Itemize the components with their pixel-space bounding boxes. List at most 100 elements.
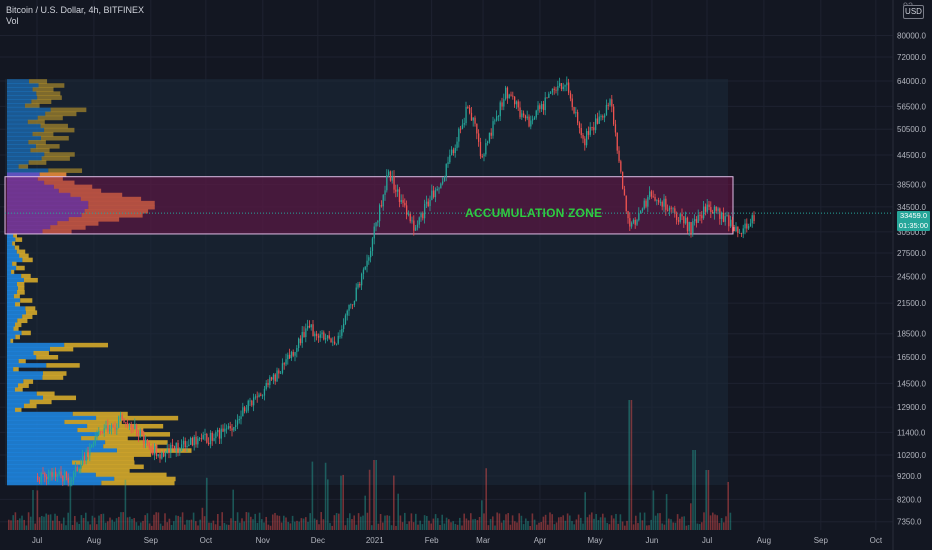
candle-body [229,426,231,429]
volume-bar [676,514,679,530]
candle-body [353,300,356,305]
volume-bar [195,521,197,530]
price-axis[interactable]: 80000.0 72000.0 64000.0 56500.0 50500.0 44500… [897,32,926,527]
currency-badge[interactable]: USD [903,5,924,19]
candle-body [703,206,705,219]
profile-bar-down [28,160,47,165]
volume-bar [206,477,208,530]
candle-body [370,251,372,258]
volume-bar [87,521,89,530]
profile-bar-up [7,294,14,299]
volume-bar [120,512,122,530]
profile-bar-down [64,419,122,425]
price-tick-label: 72000.0 [897,53,926,62]
candle-body [539,105,541,109]
volume-bar [76,522,78,530]
profile-bar-down [37,115,63,121]
candle-body [726,215,728,217]
profile-bar-down [13,233,17,238]
candle-body [737,226,739,233]
candle-body [388,171,390,176]
candle-body [186,446,188,448]
price-tick-label: 38500.0 [897,180,926,189]
candle-body [532,119,534,121]
profile-bar-down [41,156,70,161]
profile-bar-down [37,95,62,100]
candle-body [127,423,129,426]
candle-body [152,449,154,455]
candle-body [733,227,735,232]
candle-body [537,105,539,111]
candle-body [681,214,683,217]
candle-body [136,424,138,433]
volume-bar [344,525,347,530]
volume-bar [52,520,54,530]
profile-bar-up [7,99,32,104]
candle-body [434,190,437,198]
candle-body [562,86,564,90]
candle-body [595,118,597,131]
profile-bar-up [7,318,18,324]
volume-bars [8,400,732,530]
volume-bar [481,500,483,530]
volume-bar [60,523,63,530]
volume-bar [107,521,109,530]
volume-bar [569,515,571,530]
candle-body [319,334,321,338]
profile-bar-down [42,371,67,376]
volume-bar [494,525,496,530]
profile-bar-down [72,460,135,466]
volume-bar [525,518,527,530]
profile-bar-up [7,152,45,157]
profile-bar-down [50,107,87,113]
time-axis[interactable]: Jul Aug Sep Oct Nov Dec 2021 Feb Mar Apr May Jun Jul… [32,536,883,545]
candle-body [316,333,318,336]
candle-body [76,467,78,472]
profile-bar-up [7,233,14,238]
volume-bar [313,518,316,530]
volume-bar [175,515,177,530]
candle-body [209,432,212,445]
candle-body [80,464,82,469]
volume-bar [421,524,424,530]
candle-body [173,446,176,452]
profile-bar-up [7,123,41,129]
candle-body [607,104,609,106]
profile-bar-down [13,367,19,372]
accumulation-zone-box[interactable] [4,176,734,235]
profile-bar-down [87,456,134,461]
profile-bar-up [7,135,41,141]
candle-body [614,124,617,133]
candle-body [330,338,332,343]
candle-body [344,315,347,324]
candle-body [731,219,734,228]
candle-body [443,177,446,182]
profile-bar-down [22,314,33,319]
profile-bar-up [7,342,65,348]
candle-body [483,154,485,157]
candle-body [712,211,714,214]
candle-body [82,455,84,465]
volume-bar [302,518,305,530]
profile-bar-up [7,217,69,222]
profile-bar-down [18,164,29,169]
volume-bar [448,519,450,530]
candle-body [118,416,120,428]
candle-body [611,99,613,107]
volume-bar [670,519,672,530]
candle-body [618,150,620,162]
volume-bar [316,519,318,530]
candle-body [636,220,638,225]
candle-body [163,452,165,457]
profile-bar-down [35,144,60,149]
volume-bar [707,470,710,530]
candle-body [528,116,530,127]
profile-bar-up [7,237,16,242]
profile-bar-down [86,452,152,457]
volume-bar [234,520,237,530]
candle-body [573,107,575,114]
volume-bar [12,515,14,530]
candle-body [294,352,296,356]
candle-body [524,115,527,119]
